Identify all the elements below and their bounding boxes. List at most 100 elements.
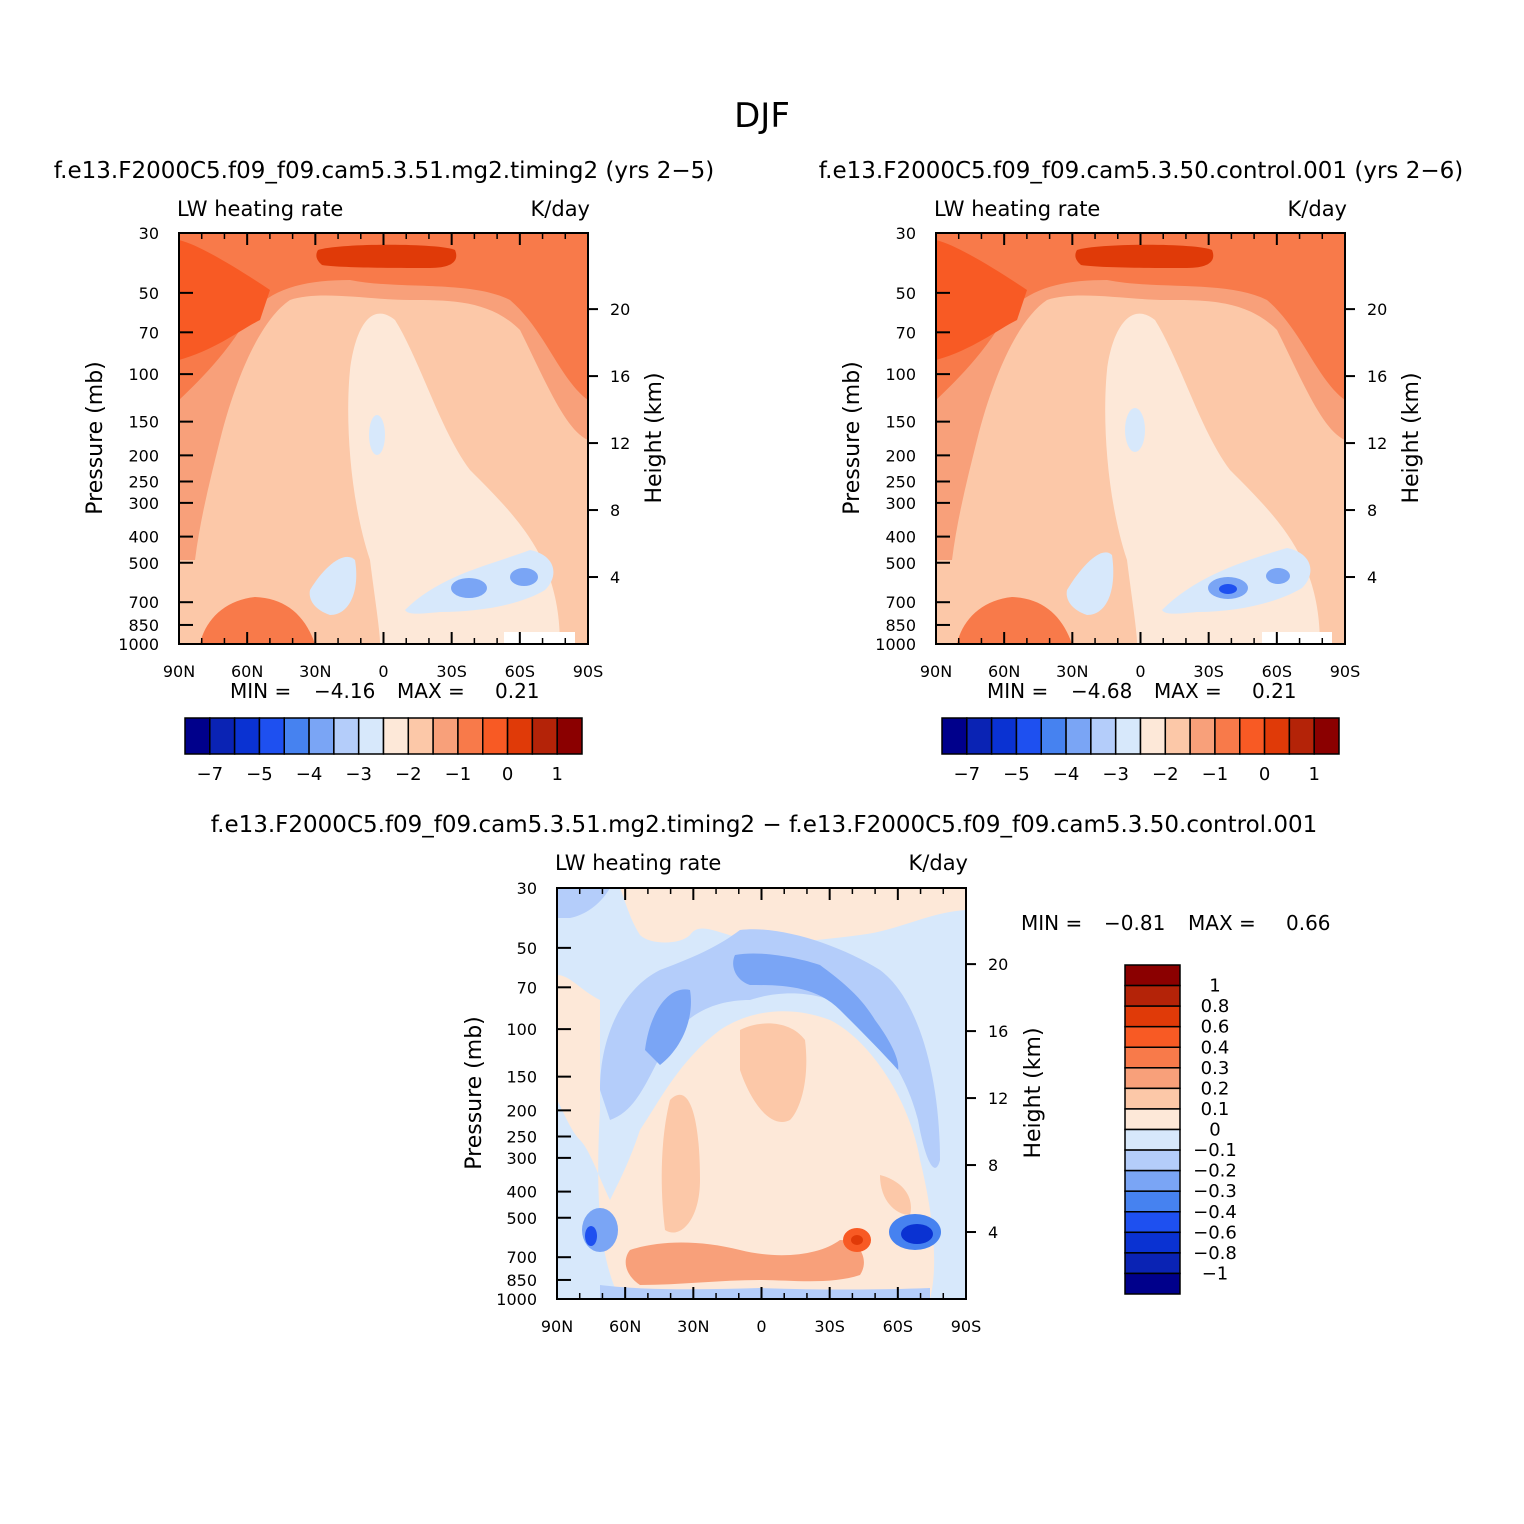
y-tick-label: 300 [128, 494, 159, 513]
y-tick-label: 850 [506, 1271, 537, 1290]
x-tick-label: 60N [231, 662, 263, 681]
y-tick-label: 850 [128, 616, 159, 635]
min-label: MIN = [1021, 911, 1082, 935]
height-tick-label: 4 [610, 568, 620, 587]
colorbar-swatch [506, 717, 534, 755]
colorbar-swatch [1214, 717, 1241, 755]
colorbar-swatch [382, 717, 410, 755]
x-tick-label: 90N [920, 662, 952, 681]
colorbar-swatch [258, 717, 285, 755]
contour-band-0.8to0.6 [936, 240, 1027, 360]
colorbar: −7 −5 −4 −3 −2 −1 0 1 [941, 717, 1340, 785]
colorbar-label: −4 [1053, 764, 1080, 785]
height-tick-label: 20 [988, 955, 1008, 974]
x-tick-label: 0 [1135, 662, 1145, 681]
x-tick-label: 30N [677, 1317, 709, 1336]
height-tick-label: 12 [610, 434, 630, 453]
colorbar-swatch [457, 717, 484, 755]
y-tick-label: 50 [139, 284, 159, 303]
colorbar-label: 0.1 [1201, 1099, 1230, 1120]
y-tick-label: 500 [506, 1209, 537, 1228]
colorbar-swatch [184, 717, 211, 755]
y-tick-label: 500 [885, 554, 916, 573]
colorbar-label: −2 [395, 764, 422, 785]
panel-control: f.e13.F2000C5.f09_f09.cam5.3.50.control.… [819, 158, 1463, 785]
colorbar-label: 0.2 [1201, 1078, 1230, 1099]
colorbar-label: −0.4 [1193, 1202, 1237, 1223]
colorbar-swatch [209, 717, 236, 755]
colorbar-label: −1 [1202, 764, 1229, 785]
max-value: 0.21 [1252, 679, 1297, 703]
height-tick-label: 20 [610, 300, 630, 319]
height-tick-label: 8 [988, 1156, 998, 1175]
contour-bottom-gap [1262, 632, 1332, 644]
x-tick-label: 0 [756, 1317, 766, 1336]
min-value: −0.81 [1104, 911, 1165, 935]
contour-cold-pocket-a-core [901, 1224, 933, 1244]
colorbar-swatch [1124, 1190, 1181, 1213]
y-axis-label: Pressure (mb) [462, 1016, 487, 1170]
colorbar-swatch [966, 717, 993, 755]
y-tick-label: 400 [128, 528, 159, 547]
colorbar-swatch [990, 717, 1018, 755]
contour-blue-pocket-a [1125, 408, 1145, 452]
y-tick-label: 200 [506, 1101, 537, 1120]
contour-blue-core-c [1266, 568, 1290, 584]
colorbar: −7 −5 −4 −3 −2 −1 0 1 [184, 717, 583, 785]
colorbar-label: −0.1 [1193, 1140, 1237, 1161]
x-tick-label: 30N [1056, 662, 1088, 681]
y-tick-label: 250 [885, 473, 916, 492]
colorbar-label: −0.6 [1193, 1222, 1237, 1243]
contour-blue-pocket-b [1066, 552, 1114, 615]
case-title: f.e13.F2000C5.f09_f09.cam5.3.51.mg2.timi… [211, 812, 1318, 838]
colorbar-swatch [1090, 717, 1117, 755]
colorbar-swatch [432, 717, 459, 755]
x-tick-label: 90N [541, 1317, 573, 1336]
contour-band-0.6to0.4 [179, 233, 588, 400]
y-tick-label: 70 [896, 323, 916, 342]
units-label: K/day [909, 851, 968, 875]
x-tick-label: 30N [299, 662, 331, 681]
colorbar-label: 0.4 [1201, 1037, 1230, 1058]
height-axis-label: Height (km) [1399, 372, 1424, 503]
max-label: MAX = [1154, 679, 1222, 703]
x-axis: 90N 60N 30N 0 30S 60S 90S [163, 233, 603, 681]
colorbar-swatch [1124, 1128, 1181, 1151]
contour-band-0.2to0.1 [179, 233, 588, 644]
colorbar-swatch [1124, 984, 1181, 1007]
variable-label: LW heating rate [555, 851, 721, 875]
max-label: MAX = [1188, 911, 1256, 935]
y-tick-label: 700 [128, 593, 159, 612]
contour-warm-peak-core [851, 1235, 863, 1245]
y-tick-label: 100 [128, 365, 159, 384]
contour-lowlevel-warm [200, 597, 315, 644]
colorbar-swatch [1124, 1025, 1181, 1048]
colorbar-swatch [1124, 1005, 1181, 1028]
contour-warm-core [661, 1023, 911, 1233]
y-tick-label: 100 [885, 365, 916, 384]
contour-blue-core-b [510, 568, 538, 586]
x-tick-label: 60S [505, 662, 536, 681]
units-label: K/day [531, 197, 590, 221]
colorbar-swatch [1124, 1149, 1181, 1172]
colorbar-label: −5 [246, 764, 273, 785]
case-title: f.e13.F2000C5.f09_f09.cam5.3.50.control.… [819, 158, 1463, 184]
y-axis-label: Pressure (mb) [83, 361, 108, 515]
colorbar-swatch [1124, 1108, 1181, 1131]
colorbar-swatch [1313, 717, 1340, 755]
colorbar-swatch [1164, 717, 1191, 755]
min-label: MIN = [987, 679, 1048, 703]
y-tick-label: 400 [885, 528, 916, 547]
x-axis: 90N 60N 30N 0 30S 60S 90S [541, 888, 981, 1336]
colorbar-label: −2 [1152, 764, 1179, 785]
x-axis: 90N 60N 30N 0 30S 60S 90S [920, 233, 1360, 681]
colorbar-swatch [1189, 717, 1216, 755]
colorbar-swatch [1124, 1067, 1181, 1090]
y-tick-label: 150 [128, 413, 159, 432]
colorbar-swatch [1124, 1211, 1181, 1234]
height-axis: 20 16 12 8 4 [966, 955, 1008, 1242]
y-tick-label: 300 [885, 494, 916, 513]
x-tick-label: 90S [1330, 662, 1361, 681]
